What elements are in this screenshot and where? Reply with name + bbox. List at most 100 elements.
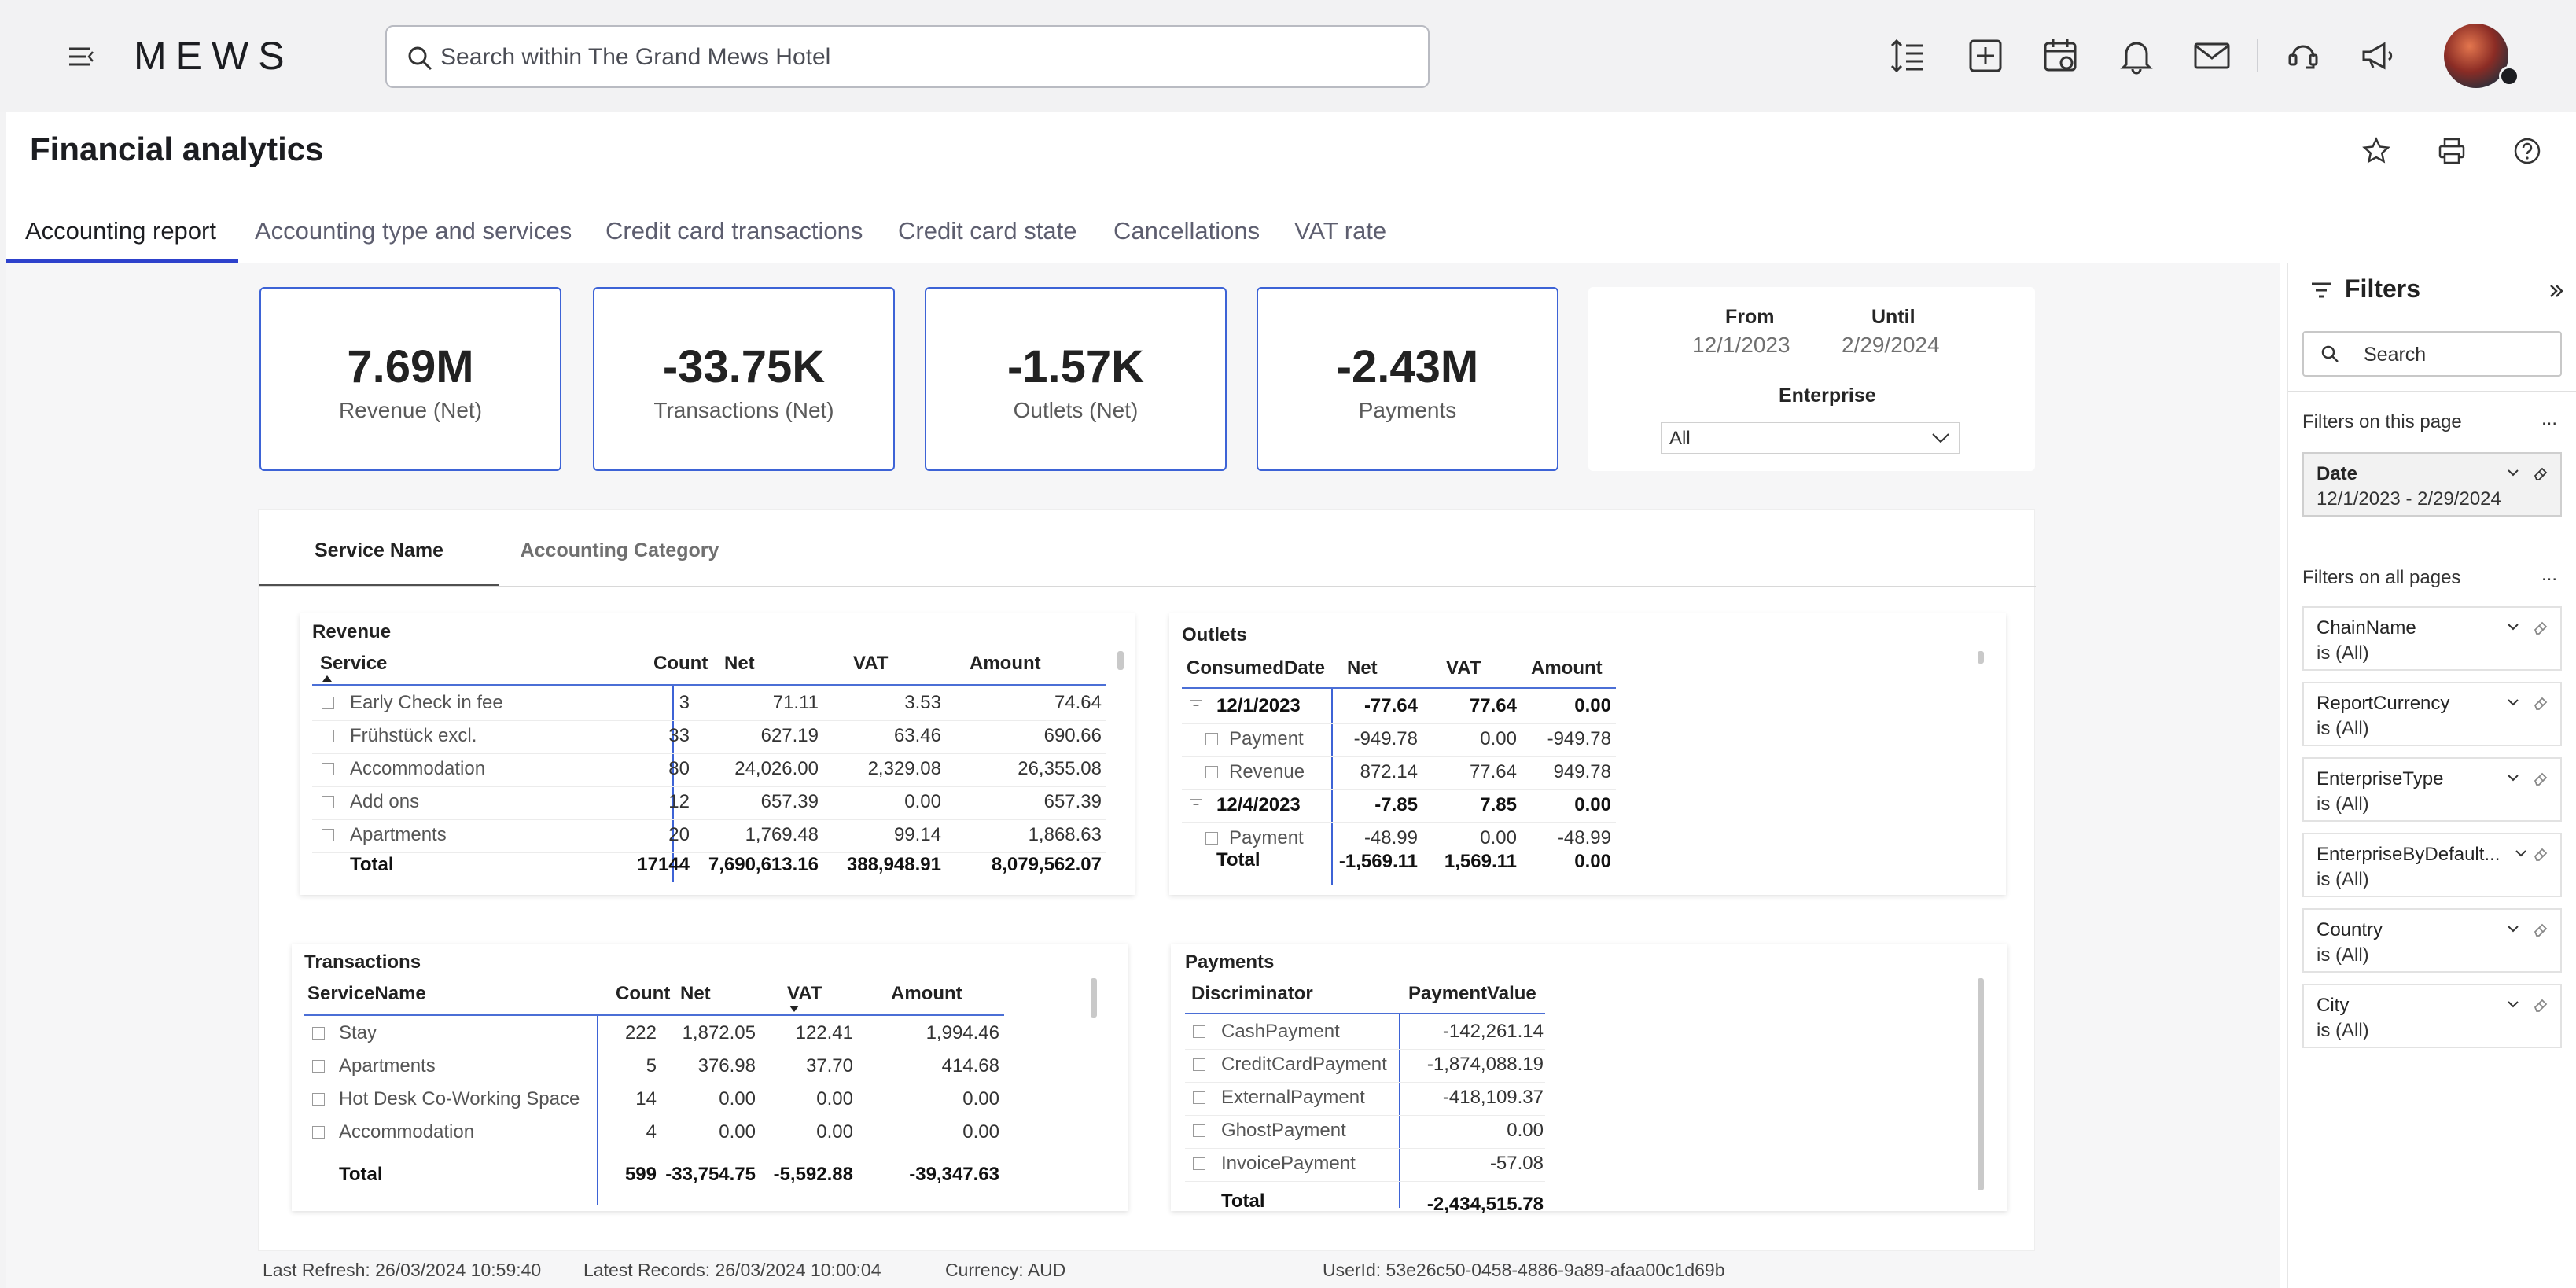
chevron-down-icon[interactable] [2505, 465, 2521, 480]
scrollbar-thumb[interactable] [1978, 978, 1984, 1190]
tab-vat-rate[interactable]: VAT rate [1294, 217, 1387, 245]
line-spacing-icon[interactable] [1889, 36, 1928, 75]
expand-row-icon[interactable] [1193, 1157, 1205, 1170]
tab-accounting-type-and-services[interactable]: Accounting type and services [255, 217, 572, 245]
eraser-icon[interactable] [2532, 619, 2549, 636]
col-header-vat[interactable]: VAT [853, 653, 889, 674]
expand-row-icon[interactable] [1193, 1091, 1205, 1104]
col-header-service[interactable]: Service [320, 653, 388, 674]
filters-search-input[interactable]: Search [2302, 331, 2562, 377]
col-header-payment-value[interactable]: PaymentValue [1408, 983, 1536, 1004]
until-date[interactable]: 2/29/2024 [1842, 333, 1940, 357]
chevron-down-icon[interactable] [2513, 845, 2529, 861]
filter-card[interactable]: City is (All) [2302, 984, 2562, 1048]
eraser-icon[interactable] [2532, 465, 2549, 482]
expand-row-icon[interactable] [322, 697, 334, 709]
more-options-button[interactable]: ... [2541, 564, 2558, 585]
expand-row-icon[interactable] [322, 796, 334, 808]
tab-credit-card-state[interactable]: Credit card state [898, 217, 1077, 245]
col-header-amount[interactable]: Amount [891, 983, 962, 1004]
scrollbar-thumb[interactable] [1091, 978, 1097, 1018]
brand-logo[interactable]: MEWS [134, 34, 294, 78]
eraser-icon[interactable] [2532, 770, 2549, 787]
col-header-amount[interactable]: Amount [970, 653, 1041, 674]
tab-cancellations[interactable]: Cancellations [1113, 217, 1260, 245]
eraser-icon[interactable] [2532, 845, 2549, 863]
report-canvas: 7.69M Revenue (Net) -33.75K Transactions… [6, 263, 2280, 1288]
expand-row-icon[interactable] [1205, 832, 1218, 845]
col-header-consumed-date[interactable]: ConsumedDate [1187, 657, 1326, 679]
details-panel: Service Name Accounting Category Revenue… [258, 509, 2036, 1251]
subtab-accounting-category[interactable]: Accounting Category [520, 539, 719, 561]
col-header-vat[interactable]: VAT [787, 983, 822, 1004]
col-header-net[interactable]: Net [1347, 657, 1378, 679]
expand-row-icon[interactable] [1193, 1124, 1205, 1137]
tab-accounting-report[interactable]: Accounting report [6, 200, 238, 263]
col-header-net[interactable]: Net [680, 983, 711, 1004]
expand-row-icon[interactable] [312, 1126, 325, 1139]
table-cell: 63.46 [893, 725, 941, 746]
enterprise-dropdown[interactable]: All [1661, 422, 1960, 454]
tab-credit-card-transactions[interactable]: Credit card transactions [605, 217, 863, 245]
expand-row-icon[interactable] [322, 730, 334, 742]
expand-row-icon[interactable] [322, 763, 334, 775]
scrollbar-thumb[interactable] [1978, 651, 1984, 664]
col-header-net[interactable]: Net [724, 653, 755, 674]
chevron-down-icon[interactable] [2505, 694, 2521, 710]
expand-row-icon[interactable] [1205, 733, 1218, 745]
more-options-button[interactable]: ... [2541, 408, 2558, 429]
expand-row-icon[interactable] [1205, 766, 1218, 778]
table-cell: 0.00 [1574, 794, 1611, 815]
star-icon[interactable] [2361, 135, 2392, 167]
print-icon[interactable] [2436, 135, 2467, 167]
filter-card[interactable]: Country is (All) [2302, 908, 2562, 973]
mail-icon[interactable] [2192, 36, 2232, 75]
eraser-icon[interactable] [2532, 921, 2549, 938]
user-avatar[interactable] [2444, 24, 2508, 88]
col-header-vat[interactable]: VAT [1446, 657, 1481, 679]
chevron-down-icon[interactable] [2505, 921, 2521, 937]
add-icon[interactable] [1966, 36, 2005, 75]
support-icon[interactable] [2283, 36, 2323, 75]
scrollbar-thumb[interactable] [1117, 651, 1124, 670]
filter-card[interactable]: EnterpriseType is (All) [2302, 757, 2562, 822]
filter-card-date[interactable]: Date 12/1/2023 - 2/29/2024 [2302, 452, 2562, 517]
outlets-table-card: Outlets ConsumedDate Net VAT Amount − 12/… [1169, 613, 2006, 895]
kpi-revenue-card[interactable]: 7.69M Revenue (Net) [259, 287, 561, 471]
chevron-down-icon[interactable] [2505, 770, 2521, 786]
subtab-service-name[interactable]: Service Name [259, 510, 499, 587]
collapse-pane-icon[interactable] [2548, 282, 2565, 300]
chevron-down-icon[interactable] [2505, 619, 2521, 635]
collapse-row-icon[interactable]: − [1190, 799, 1202, 811]
chevron-down-icon[interactable] [2505, 996, 2521, 1012]
eraser-icon[interactable] [2532, 694, 2549, 712]
col-header-count[interactable]: Count [653, 653, 708, 674]
col-header-amount[interactable]: Amount [1531, 657, 1603, 679]
col-header-discriminator[interactable]: Discriminator [1191, 983, 1313, 1004]
expand-row-icon[interactable] [322, 829, 334, 841]
filter-card[interactable]: EnterpriseByDefault... is (All) [2302, 833, 2562, 897]
kpi-transactions-card[interactable]: -33.75K Transactions (Net) [593, 287, 895, 471]
filter-card[interactable]: ReportCurrency is (All) [2302, 682, 2562, 746]
global-search-input[interactable]: Search within The Grand Mews Hotel [385, 25, 1430, 88]
table-cell: Frühstück excl. [350, 725, 477, 746]
filter-card[interactable]: ChainName is (All) [2302, 606, 2562, 671]
menu-icon[interactable] [66, 41, 98, 72]
kpi-payments-card[interactable]: -2.43M Payments [1257, 287, 1558, 471]
expand-row-icon[interactable] [312, 1060, 325, 1073]
help-icon[interactable] [2512, 135, 2543, 167]
expand-row-icon[interactable] [312, 1093, 325, 1106]
kpi-outlets-card[interactable]: -1.57K Outlets (Net) [925, 287, 1227, 471]
col-header-count[interactable]: Count [616, 983, 671, 1004]
megaphone-icon[interactable] [2359, 36, 2398, 75]
expand-row-icon[interactable] [312, 1027, 325, 1040]
filter-state: is (All) [2317, 793, 2369, 815]
expand-row-icon[interactable] [1193, 1025, 1205, 1038]
eraser-icon[interactable] [2532, 996, 2549, 1014]
bell-icon[interactable] [2117, 36, 2156, 75]
from-date[interactable]: 12/1/2023 [1692, 333, 1790, 357]
calendar-view-icon[interactable] [2041, 36, 2081, 75]
col-header-service-name[interactable]: ServiceName [307, 983, 426, 1004]
expand-row-icon[interactable] [1193, 1058, 1205, 1071]
collapse-row-icon[interactable]: − [1190, 700, 1202, 712]
